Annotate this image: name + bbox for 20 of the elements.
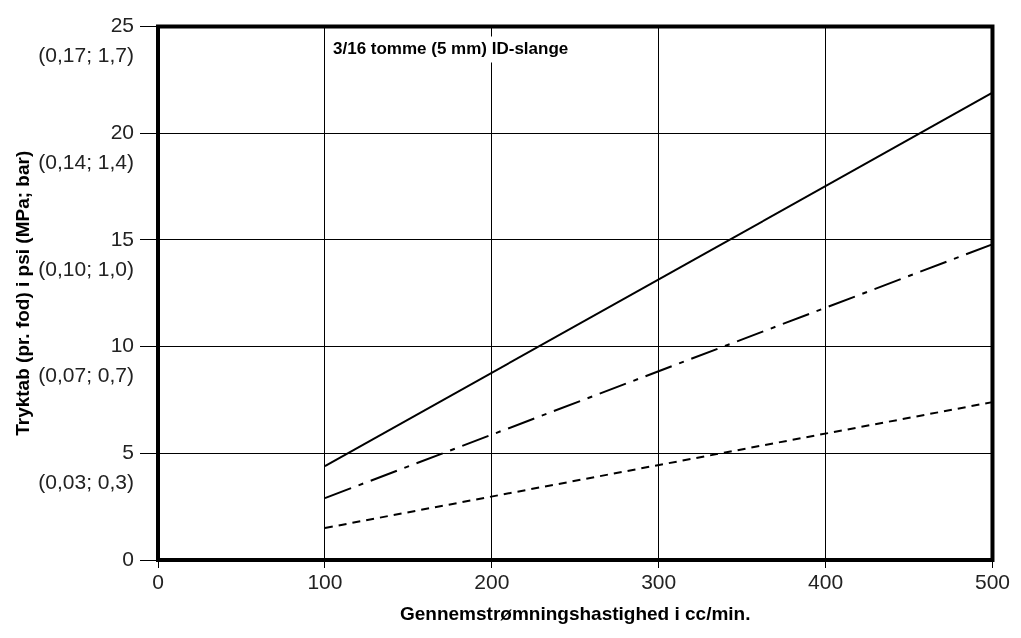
x-tick-label: 0 bbox=[152, 570, 164, 594]
text: 3/16 tomme (5 mm) ID-slange bbox=[333, 38, 569, 58]
x-tick-label: 100 bbox=[307, 570, 343, 594]
y-tick-label: 10 bbox=[110, 333, 134, 357]
x-axis-title: Gennemstrømningshastighed i cc/min. bbox=[399, 602, 751, 624]
text: (0,03; 0,3) bbox=[38, 470, 134, 494]
text: (0,14; 1,4) bbox=[38, 150, 134, 174]
text: (0,10; 1,0) bbox=[38, 256, 134, 280]
y-axis-title: Tryktab (pr. fod) i psi (MPa; bar) bbox=[11, 150, 33, 436]
y-tick-label: 0 bbox=[122, 546, 134, 570]
text: (0,17; 1,7) bbox=[38, 43, 134, 67]
x-tick-label: 400 bbox=[808, 570, 844, 594]
y-tick-label: 25 bbox=[110, 13, 134, 37]
y-tick-label: 5 bbox=[122, 440, 134, 464]
x-tick-label: 200 bbox=[474, 570, 510, 594]
text: (0,07; 0,7) bbox=[38, 363, 134, 387]
y-tick-label: 20 bbox=[110, 120, 134, 144]
y-tick-label: 15 bbox=[110, 226, 134, 250]
x-tick-label: 500 bbox=[974, 570, 1010, 594]
x-tick-label: 300 bbox=[641, 570, 677, 594]
